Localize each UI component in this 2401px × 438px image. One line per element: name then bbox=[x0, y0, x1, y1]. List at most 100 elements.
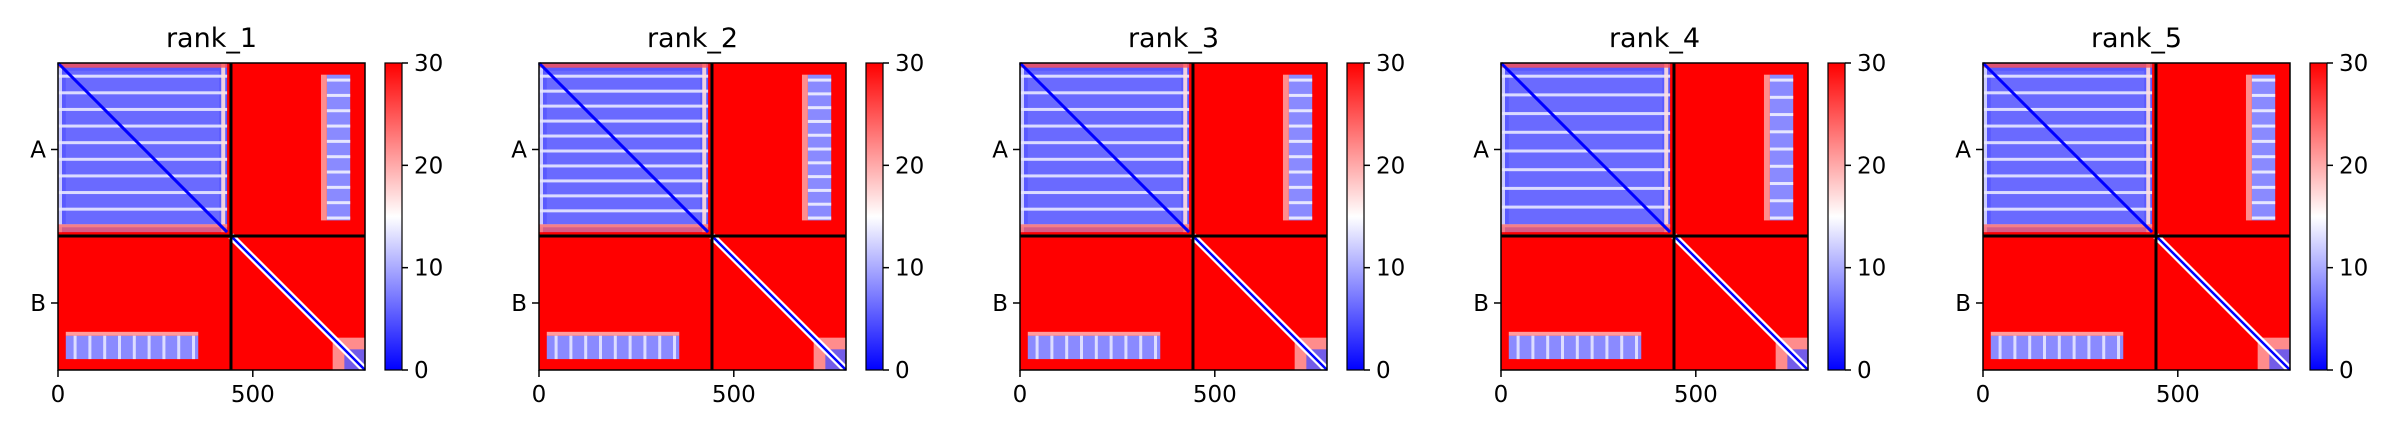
chainA-stripe-h bbox=[1020, 191, 1190, 195]
colorbar-frame bbox=[865, 62, 884, 371]
chainA-stripe-h bbox=[539, 119, 709, 123]
chainA-stripe-h bbox=[58, 207, 228, 211]
BA-stripe bbox=[628, 335, 632, 360]
heatmap-panel-2: rank_2 0 500 A B 0 10 20 30 bbox=[511, 23, 924, 408]
y-tick-label: A bbox=[30, 137, 46, 163]
chainA-stripe-h bbox=[1983, 74, 2153, 78]
AB-stripe bbox=[1288, 93, 1313, 97]
x-tick-label: 0 bbox=[51, 382, 66, 408]
chainA-diagonal bbox=[1018, 61, 1191, 234]
BA-stripe bbox=[1109, 335, 1113, 360]
BA-stripe bbox=[1998, 335, 2002, 360]
colorbar bbox=[1347, 63, 1364, 370]
colorbar-frame bbox=[1827, 62, 1846, 371]
AB-stripe bbox=[326, 170, 351, 174]
colorbar-tick-label: 10 bbox=[2339, 256, 2368, 282]
chainA-bottomband bbox=[1983, 224, 2153, 233]
BA-stripe bbox=[1035, 335, 1039, 360]
BA-stripe bbox=[73, 335, 77, 360]
chainA-stripe-h bbox=[539, 89, 709, 93]
AB-stripe bbox=[2251, 78, 2276, 82]
AB-stripe bbox=[1769, 216, 1794, 220]
colorbar-tick-label: 20 bbox=[414, 153, 443, 179]
colorbar-tick-label: 30 bbox=[895, 51, 924, 77]
chainA-stripe-h bbox=[1020, 174, 1190, 178]
heatmap-panel-1: rank_1 0 500 A B 0 10 20 30 bbox=[30, 23, 443, 408]
chainA-stripe-v bbox=[1983, 63, 1987, 233]
BA-edge bbox=[1027, 331, 1161, 336]
y-tick-label: A bbox=[992, 137, 1008, 163]
AB-stripe bbox=[1769, 164, 1794, 168]
chainA-stripe-h bbox=[1020, 141, 1190, 145]
AB-edge bbox=[1763, 74, 1770, 221]
chainA-stripe-v bbox=[1020, 63, 1024, 233]
AB-stripe bbox=[2251, 109, 2276, 113]
AB-contact bbox=[807, 74, 832, 221]
BA-stripe bbox=[2087, 335, 2091, 360]
x-tick-label: 500 bbox=[1193, 382, 1237, 408]
AB-stripe bbox=[807, 147, 832, 151]
chainA-stripe-h bbox=[1983, 207, 2153, 211]
AB-stripe bbox=[2251, 216, 2276, 220]
y-tick-label: B bbox=[1473, 291, 1489, 317]
AB-stripe bbox=[1288, 201, 1313, 205]
chainB-diagonal bbox=[230, 235, 366, 371]
chainA-stripe-v bbox=[1501, 63, 1505, 233]
x-tick-label: 500 bbox=[712, 382, 756, 408]
chainA-stripe-h bbox=[1983, 174, 2153, 178]
AB-stripe bbox=[1288, 124, 1313, 128]
colorbar-tick-label: 20 bbox=[1376, 153, 1405, 179]
BA-stripe bbox=[1546, 335, 1550, 360]
chainA-stripe-h bbox=[58, 74, 228, 78]
colorbar-tick-label: 20 bbox=[2339, 153, 2368, 179]
BA-stripe bbox=[162, 335, 166, 360]
colorbar-tick-label: 30 bbox=[414, 51, 443, 77]
chainA-stripe-h bbox=[539, 104, 709, 108]
chainA-stripe-h bbox=[1020, 124, 1190, 128]
chainA-diagonal bbox=[56, 61, 229, 234]
chainA-topband bbox=[58, 63, 228, 68]
AB-stripe bbox=[2251, 155, 2276, 159]
chainA-stripe-h bbox=[58, 141, 228, 145]
AB-stripe bbox=[807, 161, 832, 165]
colorbar-tick-label: 0 bbox=[1857, 358, 1872, 384]
AB-stripe bbox=[807, 133, 832, 137]
chainB-diagonal bbox=[2155, 235, 2291, 371]
BA-stripe bbox=[103, 335, 107, 360]
AB-stripe bbox=[326, 155, 351, 159]
chainA-edge bbox=[2146, 63, 2151, 233]
chainA-edge bbox=[221, 63, 226, 233]
BA-edge bbox=[1990, 331, 2124, 336]
chainA-topband bbox=[1020, 63, 1190, 68]
BA-stripe bbox=[117, 335, 121, 360]
AB-stripe bbox=[1288, 78, 1313, 82]
AB-stripe bbox=[1288, 155, 1313, 159]
AB-stripe bbox=[807, 202, 832, 206]
chainA-stripe-h bbox=[539, 164, 709, 168]
chainA-stripe-h bbox=[1983, 191, 2153, 195]
chainA-stripe-h bbox=[1983, 107, 2153, 111]
colorbar-tick-label: 10 bbox=[414, 256, 443, 282]
chainA-topband bbox=[539, 63, 709, 68]
chainA-bottomband bbox=[1501, 224, 1671, 233]
chainA-diagonal bbox=[537, 61, 710, 234]
AB-edge bbox=[320, 74, 327, 221]
colorbar-frame bbox=[1346, 62, 1365, 371]
colorbar bbox=[2310, 63, 2327, 370]
AB-stripe bbox=[1769, 182, 1794, 186]
AB-stripe bbox=[807, 92, 832, 96]
x-tick-label: 0 bbox=[1976, 382, 1991, 408]
colorbar-tick-label: 0 bbox=[2339, 358, 2354, 384]
chainA-topband bbox=[1501, 63, 1671, 68]
BA-stripe bbox=[2117, 335, 2121, 360]
BA-stripe bbox=[1590, 335, 1594, 360]
colorbar-tick-label: 0 bbox=[895, 358, 910, 384]
chainA-stripe-h bbox=[1983, 91, 2153, 95]
heatmap-panel-3: rank_3 0 500 A B 0 10 20 30 bbox=[992, 23, 1405, 408]
BA-stripe bbox=[673, 335, 677, 360]
AB-edge bbox=[1282, 74, 1289, 221]
chainA-stripe-h bbox=[1501, 93, 1671, 97]
colorbar-frame bbox=[2309, 62, 2328, 371]
BA-stripe bbox=[1605, 335, 1609, 360]
panel-title: rank_3 bbox=[1128, 23, 1219, 54]
